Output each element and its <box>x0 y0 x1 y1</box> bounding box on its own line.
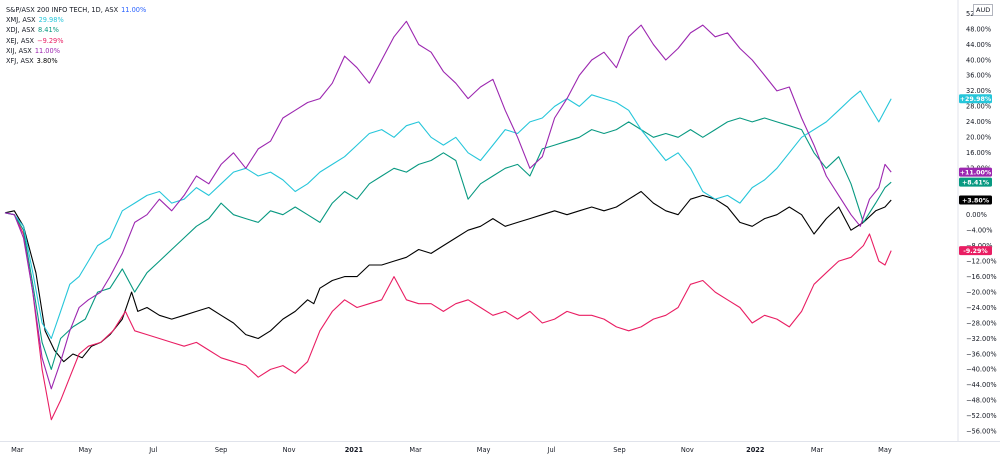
legend-title-row: S&P/ASX 200 INFO TECH, 1D, ASX 11.00% <box>6 5 146 15</box>
x-tick-label: May <box>878 446 892 454</box>
legend-series-name: XDJ, ASX <box>6 26 35 35</box>
y-tick-label: 0.00% <box>966 211 987 219</box>
y-tick-label: −36.00% <box>966 350 997 358</box>
legend-series-value: 3.80% <box>36 57 58 66</box>
y-tick-label: 28.00% <box>966 103 991 111</box>
y-tick-label: −32.00% <box>966 335 997 343</box>
x-tick-label: Mar <box>409 446 422 454</box>
y-tick-label: −48.00% <box>966 397 997 405</box>
y-tick-label: −24.00% <box>966 304 997 312</box>
y-tick-label: −28.00% <box>966 319 997 327</box>
y-tick-label: 40.00% <box>966 56 991 64</box>
x-tick-label: Jul <box>547 446 556 454</box>
y-tick-label: 20.00% <box>966 134 991 142</box>
x-tick-label: Mar <box>811 446 824 454</box>
series-line-0 <box>4 190 892 363</box>
y-tick-label: 44.00% <box>966 41 991 49</box>
legend-series-name: XMJ, ASX <box>6 16 36 25</box>
y-tick-label: −40.00% <box>966 366 997 374</box>
x-tick-label: Sep <box>215 446 227 454</box>
y-tick-label: −12.00% <box>966 257 997 265</box>
price-badge-4 <box>959 167 992 177</box>
series-line-3 <box>4 90 892 340</box>
series-layer <box>4 20 892 421</box>
currency-label[interactable]: AUD <box>973 4 994 16</box>
y-tick-label: 32.00% <box>966 87 991 95</box>
y-tick-label: −8.00% <box>966 242 992 250</box>
x-tick-label: May <box>78 446 92 454</box>
y-tick-label: −4.00% <box>966 226 992 234</box>
y-tick-label: −16.00% <box>966 273 997 281</box>
legend: S&P/ASX 200 INFO TECH, 1D, ASX 11.00% XMJ… <box>6 5 146 66</box>
y-tick-label: −20.00% <box>966 288 997 296</box>
y-tick-label: −44.00% <box>966 381 997 389</box>
series-line-4 <box>4 20 892 390</box>
y-tick-label: 24.00% <box>966 118 991 126</box>
legend-row: XDJ, ASX 8.41% <box>6 25 146 35</box>
x-tick-label: Sep <box>613 446 625 454</box>
x-tick-label: Mar <box>11 446 24 454</box>
price-badge-2 <box>959 177 992 187</box>
legend-series-name: XIJ, ASX <box>6 46 32 55</box>
price-badge-label-0: +3.80% <box>962 197 990 204</box>
x-tick-label: Nov <box>681 446 694 454</box>
x-tick-label: 2022 <box>746 446 765 454</box>
legend-series-value: 11.00% <box>34 46 60 55</box>
legend-series-name: XEJ, ASX <box>6 36 35 45</box>
legend-series-value: −9.29% <box>37 36 64 45</box>
y-tick-label: 36.00% <box>966 72 991 80</box>
legend-series-name: XFJ, ASX <box>6 57 34 66</box>
x-tick-label: 2021 <box>345 446 364 454</box>
legend-row: XIJ, ASX 11.00% <box>6 46 146 56</box>
price-badge-label-1: -9.29% <box>963 248 988 255</box>
x-tick-label: Jul <box>148 446 157 454</box>
price-badge-0 <box>959 195 992 205</box>
legend-series-value: 29.98% <box>38 16 64 25</box>
legend-row: XFJ, ASX 3.80% <box>6 56 146 66</box>
y-axis: 52.00%48.00%44.00%40.00%36.00%32.00%28.0… <box>957 0 997 441</box>
price-badge-label-4: +11.00% <box>960 170 992 177</box>
legend-series-value: 8.41% <box>37 26 59 35</box>
price-badges: +3.80% -9.29% +8.41% +29.98% +11.00% <box>959 94 992 256</box>
legend-row: XEJ, ASX −9.29% <box>6 36 146 46</box>
y-tick-label: −52.00% <box>966 412 997 420</box>
price-badge-3 <box>959 94 992 104</box>
legend-title: S&P/ASX 200 INFO TECH, 1D, ASX <box>6 6 119 14</box>
legend-row: XMJ, ASX 29.98% <box>6 15 146 25</box>
y-tick-label: 48.00% <box>966 25 991 33</box>
price-badge-label-3: +29.98% <box>960 96 992 103</box>
legend-title-value: 11.00% <box>121 6 147 14</box>
price-badge-label-2: +8.41% <box>962 180 990 187</box>
y-tick-label: −56.00% <box>966 428 997 436</box>
x-axis: Mar May Jul Sep Nov 2021 Mar May Jul Sep Nov 2022 Ma… <box>0 441 1000 454</box>
x-tick-label: Nov <box>283 446 296 454</box>
y-tick-label: 16.00% <box>966 149 991 157</box>
series-line-2 <box>4 117 892 370</box>
x-tick-label: May <box>477 446 491 454</box>
series-line-1 <box>4 212 892 421</box>
price-badge-1 <box>959 246 992 256</box>
